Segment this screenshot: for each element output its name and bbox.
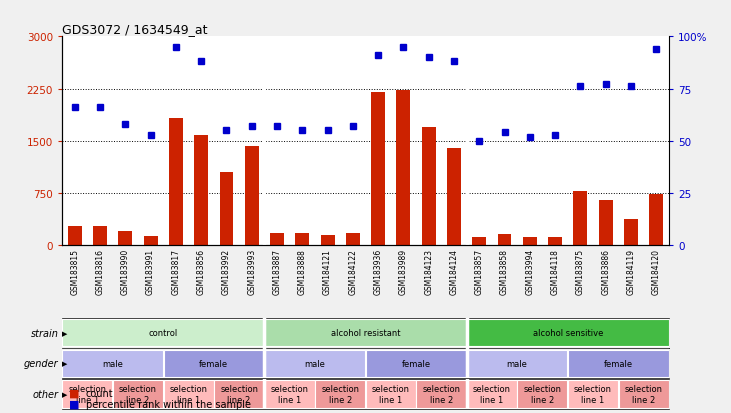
Bar [321,235,335,246]
Text: selection
line 1: selection line 1 [270,385,308,404]
Text: female: female [604,359,633,368]
Bar [245,146,259,246]
Text: female: female [200,359,228,368]
Bar [62,319,264,347]
Bar [467,380,517,408]
Bar [371,93,385,246]
Bar [144,237,158,246]
Bar [169,119,183,246]
Bar [624,219,638,246]
Bar [472,237,486,246]
Bar [366,350,466,377]
Bar [219,173,233,246]
Bar [62,380,113,408]
Bar [523,237,537,246]
Text: selection
line 1: selection line 1 [574,385,612,404]
Bar [164,350,264,377]
Text: selection
line 2: selection line 2 [220,385,258,404]
Bar [568,380,618,408]
Bar [346,234,360,246]
Bar [599,201,613,246]
Text: selection
line 2: selection line 2 [321,385,359,404]
Text: alcohol sensitive: alcohol sensitive [533,328,603,337]
Bar [295,233,309,246]
Text: other: other [32,389,58,399]
Bar [467,319,669,347]
Bar [396,91,410,246]
Text: count: count [86,388,113,398]
Text: gender: gender [24,358,58,368]
Bar [93,226,107,246]
Bar [164,380,213,408]
Text: selection
line 1: selection line 1 [473,385,511,404]
Bar [265,350,366,377]
Bar [498,235,512,246]
Text: ▶: ▶ [62,391,67,397]
Text: selection
line 1: selection line 1 [372,385,410,404]
Bar [573,192,587,246]
Text: ■: ■ [69,388,80,398]
Text: control: control [148,328,178,337]
Bar [649,195,663,246]
Bar [548,237,562,246]
Bar [518,380,567,408]
Text: male: male [507,359,528,368]
Text: female: female [401,359,431,368]
Bar [315,380,366,408]
Bar [422,128,436,246]
Text: ▶: ▶ [62,330,67,336]
Text: selection
line 2: selection line 2 [523,385,561,404]
Text: selection
line 1: selection line 1 [170,385,208,404]
Text: male: male [305,359,325,368]
Text: alcohol resistant: alcohol resistant [330,328,401,337]
Text: selection
line 2: selection line 2 [119,385,157,404]
Bar [618,380,669,408]
Text: ■: ■ [69,399,80,409]
Text: selection
line 2: selection line 2 [624,385,662,404]
Bar [113,380,163,408]
Bar [118,232,132,246]
Bar [366,380,416,408]
Bar [270,234,284,246]
Bar [467,350,567,377]
Bar [417,380,466,408]
Bar [447,148,461,246]
Text: GDS3072 / 1634549_at: GDS3072 / 1634549_at [62,23,208,36]
Bar [214,380,264,408]
Bar [568,350,669,377]
Bar [62,350,163,377]
Bar [265,319,466,347]
Bar [194,136,208,246]
Text: selection
line 2: selection line 2 [423,385,461,404]
Bar [68,226,82,246]
Bar [265,380,314,408]
Text: ▶: ▶ [62,361,67,366]
Text: strain: strain [31,328,58,338]
Text: male: male [102,359,123,368]
Text: percentile rank within the sample: percentile rank within the sample [86,399,251,409]
Text: selection
line 1: selection line 1 [69,385,107,404]
